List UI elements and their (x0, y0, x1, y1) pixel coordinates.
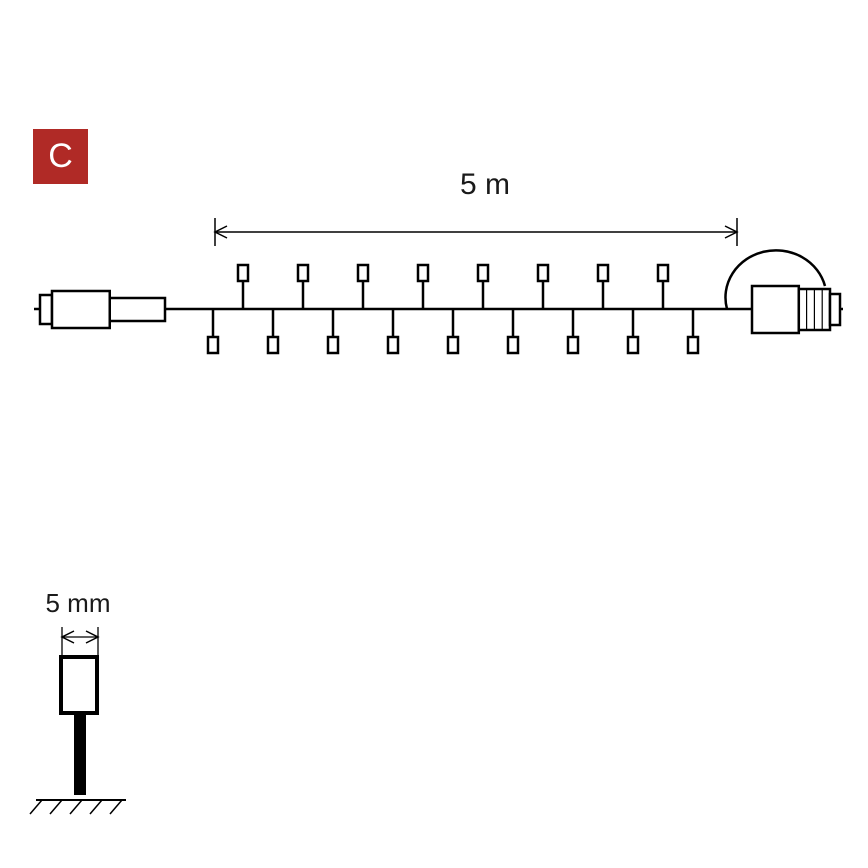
diagram-svg (0, 0, 868, 868)
diagram-canvas: C 5 m 5 mm (0, 0, 868, 868)
